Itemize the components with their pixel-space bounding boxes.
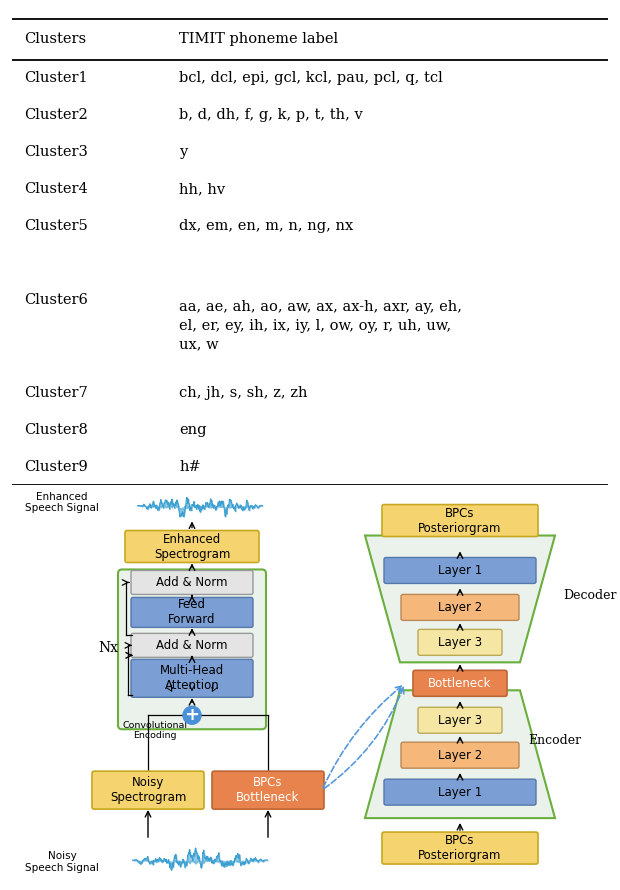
Text: Nx: Nx — [98, 642, 118, 655]
FancyBboxPatch shape — [131, 659, 253, 697]
Text: eng: eng — [179, 423, 206, 437]
Text: TIMIT phoneme label: TIMIT phoneme label — [179, 32, 338, 46]
Text: Cluster3: Cluster3 — [24, 145, 88, 159]
Text: Cluster8: Cluster8 — [24, 423, 88, 437]
Polygon shape — [365, 536, 555, 662]
Text: bcl, dcl, epi, gcl, kcl, pau, pcl, q, tcl: bcl, dcl, epi, gcl, kcl, pau, pcl, q, tc… — [179, 71, 443, 85]
Text: dx, em, en, m, n, ng, nx: dx, em, en, m, n, ng, nx — [179, 219, 353, 233]
Text: +: + — [185, 707, 200, 724]
FancyBboxPatch shape — [401, 742, 519, 768]
Text: Add & Norm: Add & Norm — [156, 639, 228, 651]
FancyBboxPatch shape — [418, 708, 502, 733]
FancyBboxPatch shape — [125, 530, 259, 562]
Text: BPCs
Bottleneck: BPCs Bottleneck — [236, 776, 299, 805]
FancyBboxPatch shape — [92, 771, 204, 809]
Text: hh, hv: hh, hv — [179, 182, 225, 196]
Text: Layer 1: Layer 1 — [438, 564, 482, 577]
FancyBboxPatch shape — [382, 505, 538, 537]
Text: Layer 3: Layer 3 — [438, 714, 482, 727]
Text: Layer 3: Layer 3 — [438, 635, 482, 649]
Text: Cluster9: Cluster9 — [24, 459, 88, 473]
Text: Decoder: Decoder — [563, 589, 616, 602]
Text: Cluster7: Cluster7 — [24, 385, 88, 400]
Text: b, d, dh, f, g, k, p, t, th, v: b, d, dh, f, g, k, p, t, th, v — [179, 109, 363, 122]
Text: Noisy
Speech Signal: Noisy Speech Signal — [25, 851, 99, 873]
FancyBboxPatch shape — [413, 670, 507, 696]
Text: Clusters: Clusters — [24, 32, 86, 46]
Text: Cluster4: Cluster4 — [24, 182, 88, 196]
FancyBboxPatch shape — [131, 570, 253, 595]
Text: Layer 2: Layer 2 — [438, 748, 482, 762]
FancyBboxPatch shape — [131, 634, 253, 658]
Text: Cluster2: Cluster2 — [24, 109, 88, 122]
Text: Multi-Head
Attention: Multi-Head Attention — [160, 664, 224, 692]
Text: Layer 2: Layer 2 — [438, 601, 482, 614]
FancyBboxPatch shape — [382, 832, 538, 864]
Polygon shape — [365, 691, 555, 818]
Circle shape — [183, 707, 201, 724]
Text: Enhanced
Spectrogram: Enhanced Spectrogram — [154, 532, 230, 561]
FancyBboxPatch shape — [418, 629, 502, 655]
Text: BPCs
Posteriorgram: BPCs Posteriorgram — [418, 834, 502, 862]
Text: Cluster5: Cluster5 — [24, 219, 88, 233]
Text: Encoder: Encoder — [528, 733, 581, 747]
FancyBboxPatch shape — [384, 779, 536, 805]
Text: Cluster6: Cluster6 — [24, 293, 88, 307]
FancyBboxPatch shape — [212, 771, 324, 809]
Text: Add & Norm: Add & Norm — [156, 576, 228, 589]
FancyBboxPatch shape — [118, 570, 266, 729]
FancyBboxPatch shape — [384, 557, 536, 584]
Text: Enhanced
Speech Signal: Enhanced Speech Signal — [25, 492, 99, 514]
Text: Bottleneck: Bottleneck — [428, 676, 492, 690]
FancyBboxPatch shape — [131, 597, 253, 627]
Text: aa, ae, ah, ao, aw, ax, ax-h, axr, ay, eh,
el, er, ey, ih, ix, iy, l, ow, oy, r,: aa, ae, ah, ao, aw, ax, ax-h, axr, ay, e… — [179, 300, 462, 351]
Text: Cluster1: Cluster1 — [24, 71, 88, 85]
Text: Feed
Forward: Feed Forward — [168, 598, 216, 627]
Text: Noisy
Spectrogram: Noisy Spectrogram — [110, 776, 186, 805]
Text: y: y — [179, 145, 187, 159]
Text: Layer 1: Layer 1 — [438, 786, 482, 798]
Text: ch, jh, s, sh, z, zh: ch, jh, s, sh, z, zh — [179, 385, 308, 400]
Text: BPCs
Posteriorgram: BPCs Posteriorgram — [418, 506, 502, 535]
Text: h#: h# — [179, 459, 201, 473]
Text: Convolutional
Encoding: Convolutional Encoding — [123, 721, 187, 740]
FancyBboxPatch shape — [401, 595, 519, 620]
